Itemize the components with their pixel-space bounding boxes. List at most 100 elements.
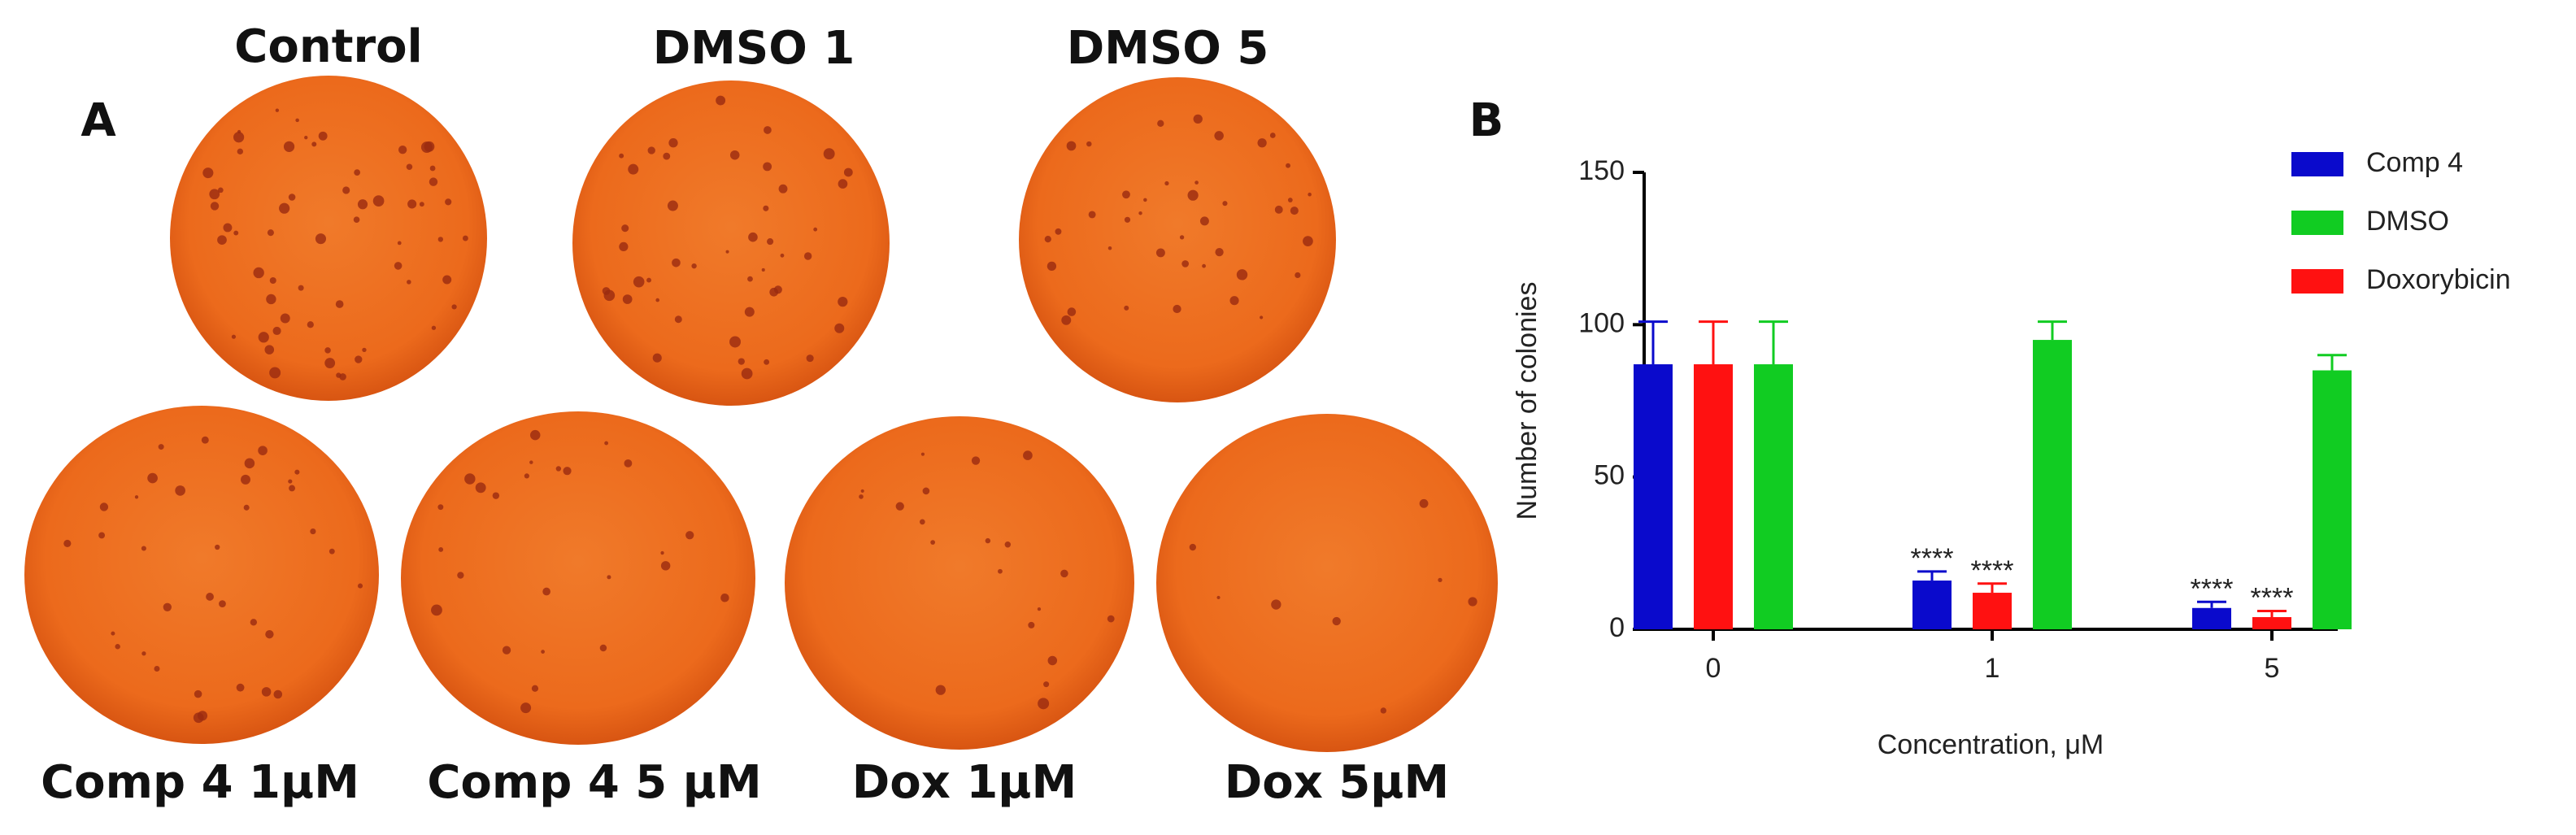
colony [1067, 307, 1077, 316]
colony [1038, 698, 1050, 710]
y-axis-label: Number of colonies [1512, 282, 1543, 520]
colony [315, 233, 327, 245]
colony [738, 358, 745, 365]
colony [646, 277, 651, 283]
colony [406, 163, 413, 171]
x-tick-label: 1 [1985, 653, 2000, 684]
colony [1214, 131, 1224, 141]
colony [1199, 216, 1209, 226]
colony [1303, 236, 1313, 246]
dish [170, 76, 487, 401]
colony [541, 650, 545, 654]
colony [141, 546, 146, 551]
colony [215, 544, 220, 550]
colony [353, 216, 360, 223]
colony [261, 687, 272, 697]
legend-swatch [2291, 211, 2343, 235]
colony [1138, 211, 1142, 215]
colony [602, 287, 611, 295]
colony [269, 276, 276, 285]
y-tick-label: 150 [1578, 155, 1625, 186]
colony [265, 629, 274, 639]
colony [747, 276, 753, 282]
colony [633, 276, 645, 288]
error-bar [1699, 320, 1728, 365]
colony [258, 446, 268, 455]
colony [1295, 272, 1301, 279]
colony [457, 572, 464, 579]
dish [401, 411, 755, 745]
bar [1634, 364, 1673, 629]
colony [767, 238, 774, 246]
colony [998, 568, 1003, 574]
colony [236, 683, 245, 692]
colony [1229, 296, 1239, 306]
colony [1193, 114, 1203, 124]
colony [273, 689, 283, 699]
colony [1194, 180, 1199, 185]
colony [289, 485, 296, 492]
colony [1086, 141, 1092, 147]
colony [1287, 198, 1293, 202]
colony [1308, 192, 1312, 197]
colony [647, 146, 655, 154]
colony [98, 532, 106, 539]
colony [280, 313, 290, 324]
colony [266, 294, 276, 305]
legend-swatch [2291, 269, 2343, 294]
colony [930, 540, 935, 545]
dish [785, 416, 1134, 750]
dish-label: Comp 4 5 μM [427, 756, 761, 809]
colony [599, 644, 607, 652]
significance: **** [2191, 573, 2234, 604]
colony [1107, 615, 1115, 623]
colony [134, 495, 139, 499]
colony [985, 537, 991, 544]
significance: **** [1971, 555, 2014, 586]
colony [294, 469, 300, 475]
colony [1189, 543, 1197, 551]
error-bar [1638, 320, 1668, 365]
colony [764, 359, 770, 365]
x-tick-label: 0 [1706, 653, 1721, 684]
colony [1438, 577, 1442, 583]
colony [919, 519, 925, 525]
colony [431, 325, 437, 330]
colony [716, 95, 726, 106]
colony [336, 372, 342, 378]
error-bar [1759, 320, 1788, 365]
colony [442, 275, 452, 285]
colony [607, 575, 611, 580]
colony [288, 194, 296, 201]
dish-label: DMSO 5 [1067, 22, 1269, 75]
dish-label: DMSO 1 [653, 22, 855, 75]
colony [279, 202, 290, 214]
colony [342, 186, 350, 194]
colony [520, 702, 532, 714]
colony [175, 485, 185, 496]
colony [283, 141, 295, 152]
colony [729, 150, 740, 160]
colony [269, 367, 281, 379]
colony [663, 152, 671, 160]
error-bar [2197, 600, 2226, 608]
colony [437, 237, 443, 242]
bar [2033, 340, 2072, 629]
legend-label: Comp 4 [2366, 147, 2463, 178]
colony [624, 459, 633, 468]
colony [1419, 498, 1429, 508]
dish [572, 80, 890, 406]
colony [1274, 205, 1283, 214]
colony [813, 227, 818, 232]
colony [445, 198, 452, 206]
colony [462, 235, 468, 241]
colony [1269, 133, 1276, 138]
colony [674, 315, 682, 324]
colony [357, 583, 363, 589]
colony [431, 604, 442, 616]
colony [763, 162, 772, 172]
colony [244, 458, 255, 469]
colony [1037, 607, 1042, 611]
colony [1066, 141, 1077, 151]
colony [744, 307, 755, 317]
